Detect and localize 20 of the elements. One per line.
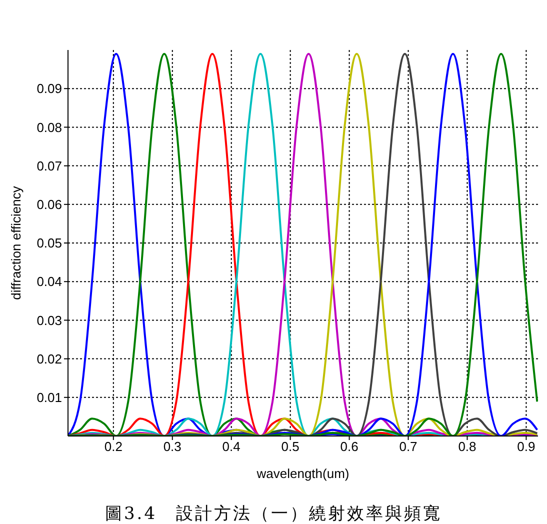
x-tick-label: 0.6 bbox=[340, 439, 358, 454]
y-tick-label: 0.09 bbox=[36, 81, 62, 96]
x-tick-label: 0.4 bbox=[222, 439, 240, 454]
y-tick-label: 0.07 bbox=[36, 158, 62, 174]
y-tick-label: 0.01 bbox=[36, 390, 62, 406]
x-tick-label: 0.7 bbox=[399, 439, 418, 454]
x-tick-label: 0.3 bbox=[163, 439, 182, 454]
y-tick-label: 0.08 bbox=[36, 120, 62, 135]
caption: 圖3.4 設計方法（一）繞射效率與頻寬 bbox=[104, 503, 444, 524]
x-tick-label: 0.5 bbox=[281, 439, 300, 454]
y-tick-label: 0.05 bbox=[36, 236, 62, 251]
y-tick-label: 0.03 bbox=[36, 312, 62, 328]
x-tick-label: 0.9 bbox=[517, 439, 536, 454]
y-tick-label: 0.04 bbox=[36, 274, 62, 290]
x-tick-label: 0.8 bbox=[458, 439, 476, 454]
y-axis-title: diffraction efficiency bbox=[8, 186, 24, 300]
x-axis-title: wavelength(um) bbox=[256, 466, 350, 481]
x-tick-label: 0.2 bbox=[104, 439, 122, 454]
y-tick-label: 0.06 bbox=[36, 197, 62, 212]
y-tick-label: 0.02 bbox=[36, 351, 62, 366]
